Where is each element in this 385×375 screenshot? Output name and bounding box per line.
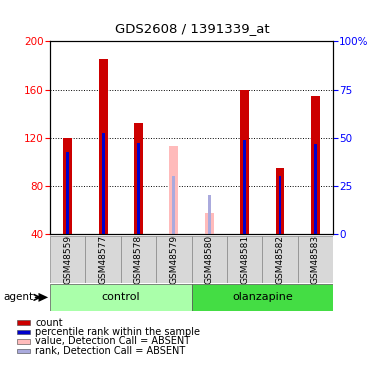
Text: GSM48578: GSM48578 — [134, 235, 143, 284]
Bar — [102, 133, 104, 234]
Text: percentile rank within the sample: percentile rank within the sample — [35, 327, 200, 337]
Bar — [85, 236, 121, 283]
Bar — [66, 152, 69, 234]
Bar — [298, 236, 333, 283]
Bar — [172, 177, 175, 234]
Bar — [50, 236, 85, 283]
Bar — [156, 236, 191, 283]
Bar — [208, 195, 211, 234]
Bar — [192, 236, 227, 283]
Bar — [276, 168, 285, 234]
Text: GDS2608 / 1391339_at: GDS2608 / 1391339_at — [115, 22, 270, 35]
Text: GSM48581: GSM48581 — [240, 235, 249, 284]
Bar — [227, 236, 262, 283]
Text: GSM48582: GSM48582 — [275, 235, 285, 284]
Text: GSM48579: GSM48579 — [169, 235, 178, 284]
Text: value, Detection Call = ABSENT: value, Detection Call = ABSENT — [35, 336, 190, 346]
Text: olanzapine: olanzapine — [232, 292, 293, 302]
Bar — [314, 144, 317, 234]
Bar — [192, 284, 333, 310]
Bar — [17, 339, 30, 344]
Bar — [121, 236, 156, 283]
Bar — [50, 284, 192, 310]
Text: GSM48580: GSM48580 — [205, 235, 214, 284]
Text: count: count — [35, 318, 63, 328]
Bar — [243, 140, 246, 234]
Bar — [17, 320, 30, 325]
Text: agent: agent — [4, 292, 34, 302]
Text: GSM48577: GSM48577 — [99, 235, 108, 284]
Text: rank, Detection Call = ABSENT: rank, Detection Call = ABSENT — [35, 346, 185, 356]
Bar — [279, 177, 281, 234]
Bar — [137, 142, 140, 234]
Bar — [169, 146, 178, 234]
Bar — [63, 138, 72, 234]
Bar — [17, 330, 30, 334]
Bar — [311, 96, 320, 234]
Bar — [262, 236, 298, 283]
Text: control: control — [102, 292, 140, 302]
Bar — [17, 349, 30, 353]
Bar — [240, 90, 249, 234]
Bar — [205, 213, 214, 234]
Bar — [99, 59, 107, 234]
Bar — [134, 123, 143, 234]
Text: GSM48559: GSM48559 — [63, 235, 72, 284]
Text: GSM48583: GSM48583 — [311, 235, 320, 284]
